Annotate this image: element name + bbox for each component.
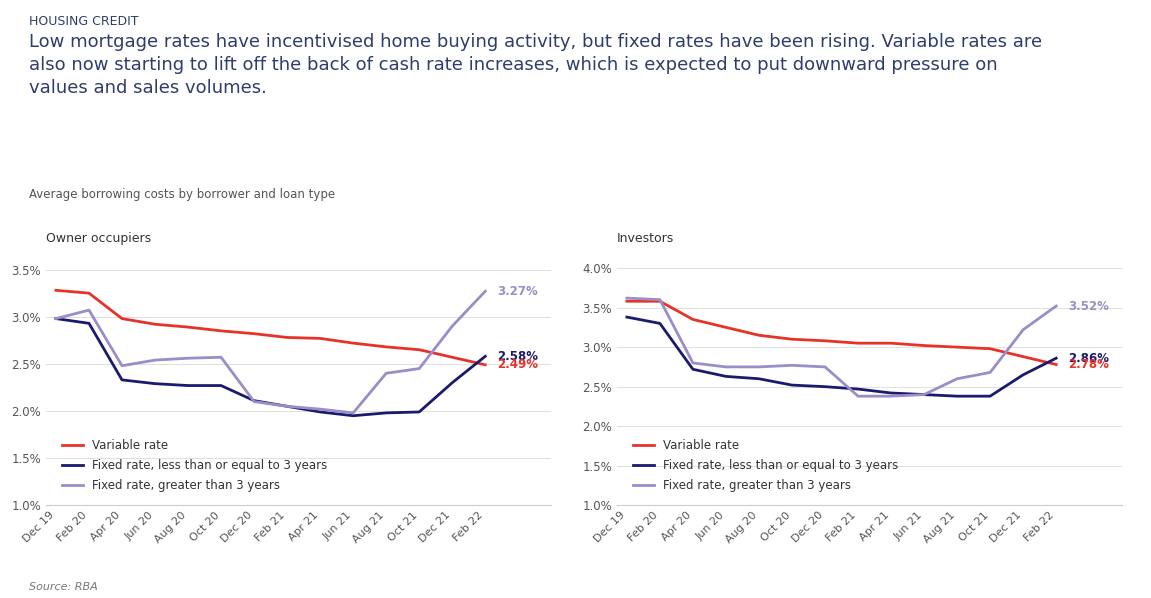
Text: Source: RBA: Source: RBA [29, 582, 98, 592]
Legend: Variable rate, Fixed rate, less than or equal to 3 years, Fixed rate, greater th: Variable rate, Fixed rate, less than or … [58, 434, 333, 497]
Text: Low mortgage rates have incentivised home buying activity, but fixed rates have : Low mortgage rates have incentivised hom… [29, 33, 1042, 97]
Text: HOUSING CREDIT: HOUSING CREDIT [29, 15, 138, 28]
Text: Average borrowing costs by borrower and loan type: Average borrowing costs by borrower and … [29, 188, 335, 202]
Text: Investors: Investors [617, 232, 674, 245]
Text: 3.52%: 3.52% [1068, 300, 1108, 313]
Text: 2.58%: 2.58% [497, 350, 538, 363]
Legend: Variable rate, Fixed rate, less than or equal to 3 years, Fixed rate, greater th: Variable rate, Fixed rate, less than or … [628, 434, 904, 497]
Text: 2.78%: 2.78% [1068, 358, 1108, 371]
Text: 2.86%: 2.86% [1068, 352, 1108, 365]
Text: Owner occupiers: Owner occupiers [46, 232, 151, 245]
Text: 3.27%: 3.27% [497, 285, 538, 298]
Text: 2.49%: 2.49% [497, 358, 538, 371]
